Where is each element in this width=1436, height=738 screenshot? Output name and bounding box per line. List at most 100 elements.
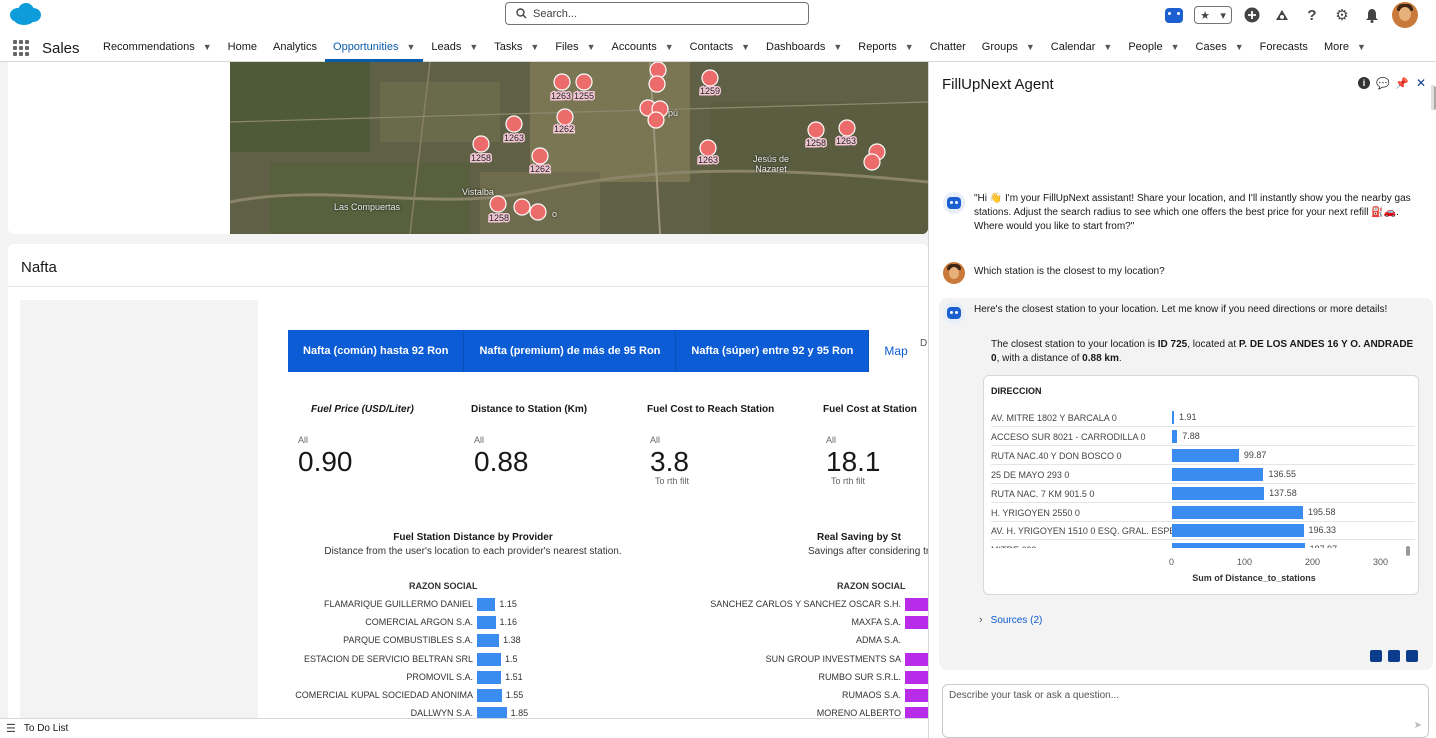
chevron-down-icon[interactable]: ▼ xyxy=(904,42,914,52)
station-marker[interactable] xyxy=(699,139,717,157)
favorites-group[interactable]: ★ ▾ xyxy=(1194,6,1232,24)
nav-item-home[interactable]: Home xyxy=(220,32,265,62)
thumbs-down-icon[interactable] xyxy=(1388,650,1400,662)
nav-item-chatter[interactable]: Chatter xyxy=(922,32,974,62)
bar[interactable] xyxy=(1172,543,1305,548)
trailhead-icon[interactable] xyxy=(1272,5,1292,25)
close-icon[interactable]: ✕ xyxy=(1415,76,1427,90)
chevron-down-icon[interactable]: ▼ xyxy=(664,42,674,52)
chart-row[interactable]: H. YRIGOYEN 2550 0 195.58 xyxy=(991,503,1415,522)
bar[interactable] xyxy=(1172,505,1304,519)
nav-item-people[interactable]: People ▼ xyxy=(1120,32,1187,62)
chart-row[interactable]: ACCESO SUR 8021 - CARRODILLA 0 7.88 xyxy=(991,427,1415,446)
chevron-down-icon[interactable]: ▼ xyxy=(741,42,750,52)
favorites-dropdown-icon[interactable]: ▾ xyxy=(1220,9,1226,22)
chart-row[interactable]: AV. MITRE 1802 Y BARCALA 0 1.91 xyxy=(991,408,1415,427)
bar[interactable] xyxy=(1172,411,1174,424)
favorites-star-icon[interactable]: ★ xyxy=(1200,9,1211,22)
chevron-down-icon[interactable]: ▼ xyxy=(586,42,596,52)
bar[interactable] xyxy=(905,616,928,630)
station-marker[interactable] xyxy=(575,73,593,91)
nav-item-tasks[interactable]: Tasks ▼ xyxy=(486,32,547,62)
chart-scrollbar[interactable] xyxy=(1406,546,1410,556)
bar[interactable] xyxy=(1172,486,1265,500)
tab-nafta-super[interactable]: Nafta (súper) entre 92 y 95 Ron xyxy=(676,330,870,372)
global-search-input[interactable]: Search... xyxy=(505,2,809,25)
chevron-down-icon[interactable]: ▼ xyxy=(1357,42,1366,52)
agent-scrollbar[interactable] xyxy=(1432,86,1436,110)
chevron-down-icon[interactable]: ▼ xyxy=(406,42,416,52)
station-marker[interactable] xyxy=(863,153,881,171)
distance-by-address-chart[interactable]: DIRECCION AV. MITRE 1802 Y BARCALA 0 1.91… xyxy=(983,375,1419,595)
tab-map[interactable]: Map xyxy=(869,330,923,372)
nav-item-accounts[interactable]: Accounts ▼ xyxy=(603,32,681,62)
station-marker[interactable] xyxy=(529,203,547,221)
chevron-down-icon[interactable]: ▼ xyxy=(1234,42,1244,52)
info-icon[interactable]: i xyxy=(1358,77,1370,89)
tab-nafta-comun[interactable]: Nafta (común) hasta 92 Ron xyxy=(288,330,465,372)
chevron-down-icon[interactable]: ▼ xyxy=(469,42,479,52)
station-marker[interactable] xyxy=(556,108,574,126)
bar[interactable] xyxy=(477,634,500,648)
user-avatar[interactable] xyxy=(1392,2,1418,28)
bar[interactable] xyxy=(905,689,928,702)
chevron-down-icon[interactable]: ▼ xyxy=(1103,42,1113,52)
bar[interactable] xyxy=(1172,429,1178,443)
bar[interactable] xyxy=(1172,467,1264,481)
bar[interactable] xyxy=(905,707,928,718)
chevron-down-icon[interactable]: ▼ xyxy=(530,42,540,52)
settings-gear-icon[interactable]: ⚙ xyxy=(1335,7,1349,24)
app-launcher-icon[interactable] xyxy=(13,40,29,56)
bar[interactable] xyxy=(905,652,928,666)
send-icon[interactable]: ➤ xyxy=(1413,720,1422,731)
nav-item-leads[interactable]: Leads ▼ xyxy=(423,32,486,62)
pin-icon[interactable]: 📌 xyxy=(1395,77,1409,90)
nav-item-groups[interactable]: Groups ▼ xyxy=(974,32,1043,62)
bar[interactable] xyxy=(477,707,507,718)
station-marker[interactable] xyxy=(701,69,719,87)
copy-icon[interactable] xyxy=(1406,650,1418,662)
chart-row[interactable]: MITRE 699 197.97 xyxy=(991,540,1415,548)
chart-row[interactable]: RUTA NAC. 7 KM 901.5 0 137.58 xyxy=(991,484,1415,503)
help-icon[interactable]: ? xyxy=(1307,6,1317,24)
bar[interactable] xyxy=(1172,524,1304,538)
sources-toggle[interactable]: › Sources (2) xyxy=(979,614,1042,626)
bar[interactable] xyxy=(905,598,928,611)
chart-row[interactable]: AV. H. YRIGOYEN 1510 0 ESQ. GRAL. ESPEJO… xyxy=(991,521,1415,541)
stations-map[interactable]: 1258 1263 1259 1263 1255 1262 1258 1263 1262 1258… xyxy=(230,62,928,234)
notifications-bell-icon[interactable] xyxy=(1362,5,1382,25)
bar[interactable] xyxy=(477,670,502,684)
nav-item-files[interactable]: Files ▼ xyxy=(547,32,603,62)
nav-item-recommendations[interactable]: Recommendations ▼ xyxy=(95,32,220,62)
chart-row[interactable]: 25 DE MAYO 293 0 136.55 xyxy=(991,465,1415,484)
nav-item-opportunities[interactable]: Opportunities ▼ xyxy=(325,32,424,62)
chart-row[interactable]: RUTA NAC.40 Y DON BOSCO 0 99.87 xyxy=(991,446,1415,465)
station-marker[interactable] xyxy=(553,73,571,91)
nav-item-cases[interactable]: Cases ▼ xyxy=(1188,32,1252,62)
bar[interactable] xyxy=(477,652,501,666)
salesforce-logo[interactable] xyxy=(8,2,42,26)
tab-nafta-premium[interactable]: Nafta (premium) de más de 95 Ron xyxy=(464,330,677,372)
bar[interactable] xyxy=(1172,448,1239,462)
agent-icon[interactable] xyxy=(1164,5,1184,25)
thumbs-up-icon[interactable] xyxy=(1370,650,1382,662)
nav-item-dashboards[interactable]: Dashboards ▼ xyxy=(758,32,850,62)
bar[interactable] xyxy=(477,689,502,702)
station-marker[interactable] xyxy=(647,111,665,129)
nav-item-forecasts[interactable]: Forecasts xyxy=(1252,32,1316,62)
station-marker[interactable] xyxy=(513,198,531,216)
bar[interactable] xyxy=(477,616,496,630)
nav-item-more[interactable]: More ▼ xyxy=(1316,32,1374,62)
station-marker[interactable] xyxy=(489,195,507,213)
nav-item-calendar[interactable]: Calendar ▼ xyxy=(1043,32,1121,62)
agent-prompt-input[interactable]: Describe your task or ask a question... … xyxy=(942,684,1429,738)
chevron-down-icon[interactable]: ▼ xyxy=(202,42,212,52)
bar[interactable] xyxy=(477,598,496,611)
station-marker[interactable] xyxy=(648,75,666,93)
chevron-down-icon[interactable]: ▼ xyxy=(1025,42,1035,52)
to-do-list-button[interactable]: To Do List xyxy=(23,723,69,734)
station-marker[interactable] xyxy=(505,115,523,133)
add-icon[interactable] xyxy=(1242,5,1262,25)
bar[interactable] xyxy=(905,670,928,684)
chevron-down-icon[interactable]: ▼ xyxy=(833,42,843,52)
